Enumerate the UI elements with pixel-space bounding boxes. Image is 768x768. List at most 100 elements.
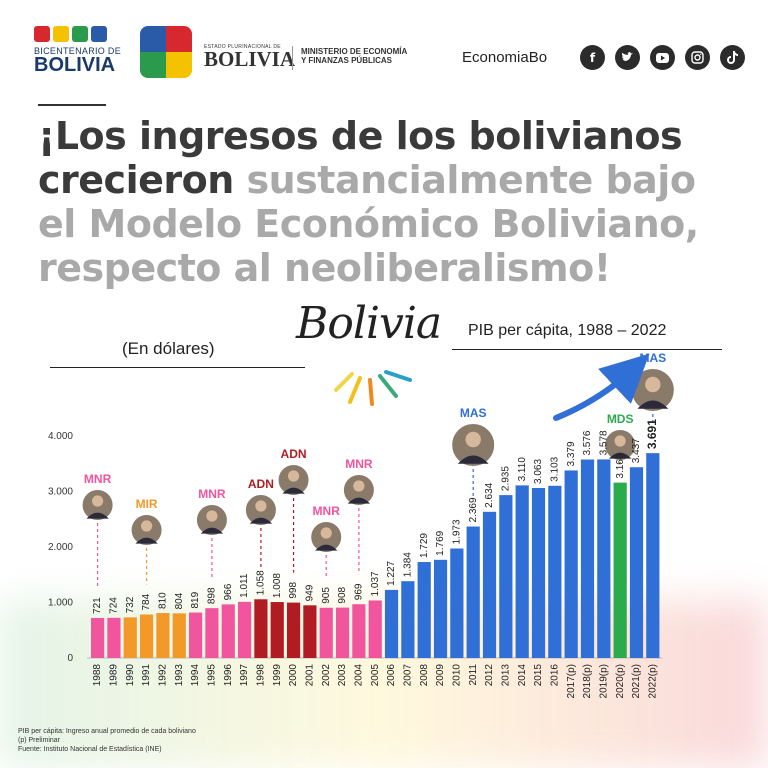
value-label: 2.369 [468, 497, 479, 522]
party-label: MNR [345, 457, 373, 471]
x-tick-label: 1989 [109, 664, 120, 687]
ministry-name: MINISTERIO DE ECONOMÍA Y FINANZAS PÚBLIC… [301, 47, 407, 65]
bars [91, 453, 660, 658]
twitter-icon[interactable] [615, 45, 640, 70]
x-tick-label: 1996 [223, 664, 234, 687]
x-tick-label: 2013 [500, 664, 511, 687]
portrait-suit [608, 452, 632, 459]
estado-line1: ESTADO PLURINACIONAL DE [204, 44, 281, 50]
footnote-definition: PIB per cápita: Ingreso anual promedio d… [18, 728, 196, 735]
bar [531, 488, 546, 658]
portrait-suit [347, 497, 371, 504]
value-label: 1.227 [386, 560, 397, 585]
x-tick-label: 1998 [256, 664, 267, 687]
bar [254, 599, 268, 658]
estado-logo-text: ESTADO PLURINACIONAL DE BOLIVIA [204, 44, 295, 70]
y-tick-label: 1.000 [48, 598, 73, 609]
bar [499, 495, 513, 658]
portrait-face [206, 510, 218, 522]
party-label: MNR [313, 504, 341, 518]
portrait-suit [315, 544, 338, 551]
x-tick-label: 2004 [354, 664, 365, 687]
growth-arrow [553, 353, 650, 421]
party-label: MNR [198, 487, 226, 501]
bar [597, 459, 611, 658]
value-label: 721 [92, 597, 103, 614]
bar [580, 459, 595, 658]
units-label: (En dólares) [122, 339, 215, 358]
bar [450, 548, 464, 658]
bar [482, 511, 497, 658]
bar [548, 485, 562, 658]
value-label: 3.379 [566, 441, 577, 466]
x-tick-label: 2016 [549, 664, 560, 687]
y-tick-label: 3.000 [48, 487, 73, 498]
x-tick-label: 2010 [452, 664, 463, 687]
estado-emblem [140, 26, 196, 82]
bar [221, 604, 235, 658]
x-tick-label: 2018(p) [582, 664, 593, 698]
bar [107, 617, 121, 658]
bar [384, 589, 399, 658]
portrait-face [465, 431, 481, 448]
x-tick-label: 2020(p) [615, 664, 626, 698]
portrait-face [645, 376, 661, 393]
bar [466, 526, 480, 658]
party-label: ADN [248, 477, 274, 491]
bar [270, 602, 284, 658]
x-tick-label: 1999 [272, 664, 283, 687]
party-label: MNR [84, 472, 112, 486]
x-tick-label: 2001 [305, 664, 316, 687]
bar [401, 581, 415, 658]
portrait-face [353, 480, 365, 492]
bar [205, 608, 219, 658]
bar [286, 602, 301, 658]
value-label: 1.729 [419, 533, 430, 558]
units-rule [50, 367, 305, 368]
x-tick-label: 2008 [419, 664, 430, 687]
bar [172, 613, 186, 658]
portrait-suit [86, 512, 109, 519]
x-tick-label: 2012 [484, 664, 495, 687]
value-label: 3.691 [645, 419, 659, 449]
x-tick-labels: 1988 1989 1990 1991 1992 1993 1994 1995 1996 1997… [92, 664, 658, 699]
x-tick-label: 2021(p) [631, 664, 642, 698]
portrait-face [614, 435, 626, 447]
bicentenario-line2: BOLIVIA [34, 54, 116, 76]
bar [613, 482, 627, 658]
x-tick-label: 2014 [517, 664, 528, 687]
value-label: 969 [354, 583, 365, 600]
x-tick-label: 1988 [92, 664, 103, 687]
value-label: 3.578 [598, 430, 609, 455]
decorative-rays [334, 370, 412, 406]
bar [564, 470, 578, 658]
bicentenario-emblem [34, 26, 122, 42]
facebook-icon[interactable]: f [580, 45, 605, 70]
y-tick-label: 2.000 [48, 542, 73, 553]
value-label: 2.935 [500, 466, 511, 491]
chart-title: PIB per cápita, 1988 – 2022 [468, 322, 667, 339]
value-label: 1.058 [256, 570, 267, 595]
footnote-source: Fuente: Instituto Nacional de Estadístic… [18, 746, 162, 753]
value-label: 819 [190, 591, 201, 608]
x-tick-label: 2015 [533, 664, 544, 687]
footnotes: PIB per cápita: Ingreso anual promedio d… [18, 727, 196, 754]
value-label: 2.634 [484, 482, 495, 507]
social-handle[interactable]: EconomiaBo [462, 49, 548, 66]
bar [139, 614, 154, 658]
script-word-bolivia: Bolivia [296, 298, 442, 349]
value-label: 908 [337, 586, 348, 603]
x-tick-label: 2005 [370, 664, 381, 687]
instagram-icon[interactable] [685, 45, 710, 70]
headline-light: sustancialmente bajo el Modelo Económico… [38, 158, 699, 290]
value-label: 949 [305, 584, 316, 601]
portrait-suit [457, 455, 489, 464]
x-tick-label: 1994 [190, 664, 201, 687]
youtube-icon[interactable] [650, 45, 675, 70]
tiktok-icon[interactable] [720, 45, 745, 70]
portrait-face [255, 500, 267, 512]
bar [335, 607, 350, 658]
portrait-suit [282, 487, 305, 494]
